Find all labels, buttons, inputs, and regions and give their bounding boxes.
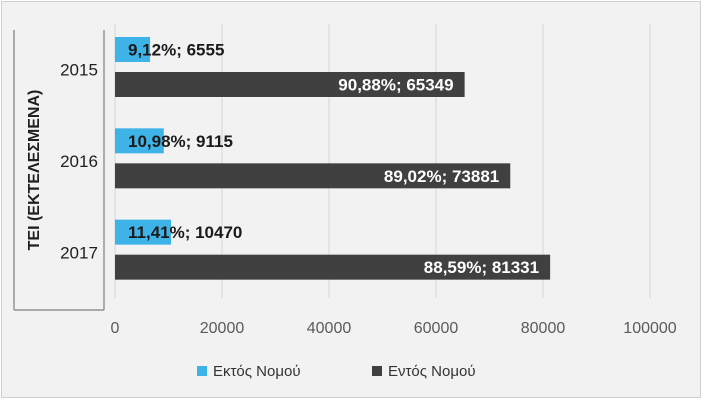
x-tick-label: 80000 [521,320,566,337]
category-label: 2017 [60,243,98,262]
legend-swatch-entos [372,366,382,376]
category-label: 2015 [60,61,98,80]
data-label: 9,12%; 6555 [128,41,224,60]
legend-swatch-ektos [197,366,207,376]
x-tick-label: 100000 [623,320,676,337]
legend-label-entos: Εντός Νομού [388,363,476,380]
category-axis-bracket [13,30,105,311]
data-label: 88,59%; 81331 [424,258,539,277]
data-label: 11,41%; 10470 [128,223,242,242]
data-label: 90,88%; 65349 [338,76,453,95]
category-label: 2016 [60,152,98,171]
x-tick-label: 40000 [307,320,352,337]
x-tick-label: 20000 [200,320,245,337]
data-label: 10,98%; 9115 [128,132,233,151]
bar-entos-2016[interactable] [115,163,511,189]
bar-entos-2017[interactable] [115,254,551,280]
bar-ektos-2015[interactable] [115,37,151,62]
bar-ektos-2016[interactable] [115,128,164,154]
bar-ektos-2017[interactable] [115,219,172,245]
legend-label-ektos: Εκτός Νομού [213,363,301,380]
data-label: 89,02%; 73881 [384,167,499,186]
x-tick-label: 0 [111,320,120,337]
category-group-label: ΤΕΙ (ΕΚΤΕΛΕΣΜΕΝΑ) [26,90,43,251]
bar-entos-2015[interactable] [115,72,465,97]
x-tick-label: 60000 [414,320,459,337]
